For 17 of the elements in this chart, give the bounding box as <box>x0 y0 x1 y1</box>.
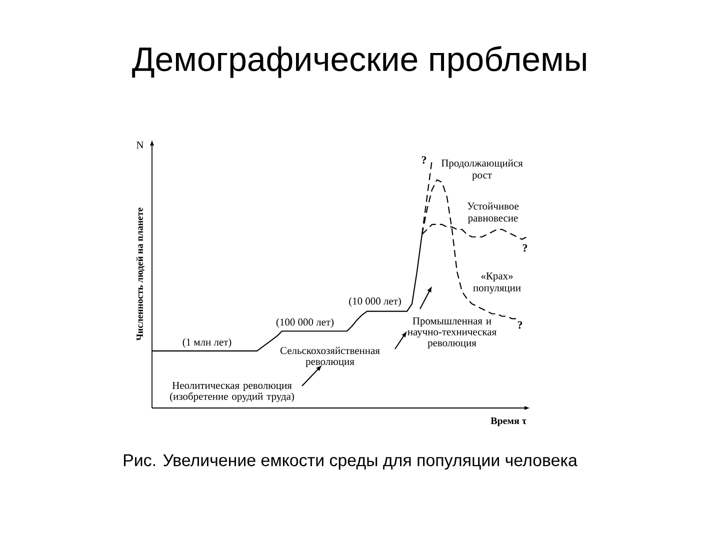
annotation: (10 000 лет) <box>349 297 401 307</box>
text: N <box>136 142 144 148</box>
series-label: Продолжающийся рост <box>441 159 523 181</box>
series-label: «Крах» популяции <box>473 272 521 294</box>
y-axis-title: Численность людей на планете <box>136 208 144 341</box>
series-label: Устойчивое равновесие <box>467 202 519 224</box>
annotation: ? <box>522 244 528 252</box>
annotation: ? <box>518 321 522 329</box>
chart-title: Демографические проблемы <box>132 46 586 78</box>
text: Рис. Увеличение емкости среды для популяции человека <box>124 454 578 470</box>
annotation: ? <box>422 156 426 164</box>
annotation: (100 000 лет) <box>276 318 334 328</box>
annotation: Промышленная и научно-техническая революция <box>408 318 496 348</box>
annotation: Неолитическая революция (изобретение орудий труда) <box>170 382 294 402</box>
annotation: (1 млн лет) <box>182 338 232 348</box>
x-axis-title: Время τ <box>490 418 526 426</box>
annotation: Сельскохозяйственная революция <box>280 346 380 368</box>
